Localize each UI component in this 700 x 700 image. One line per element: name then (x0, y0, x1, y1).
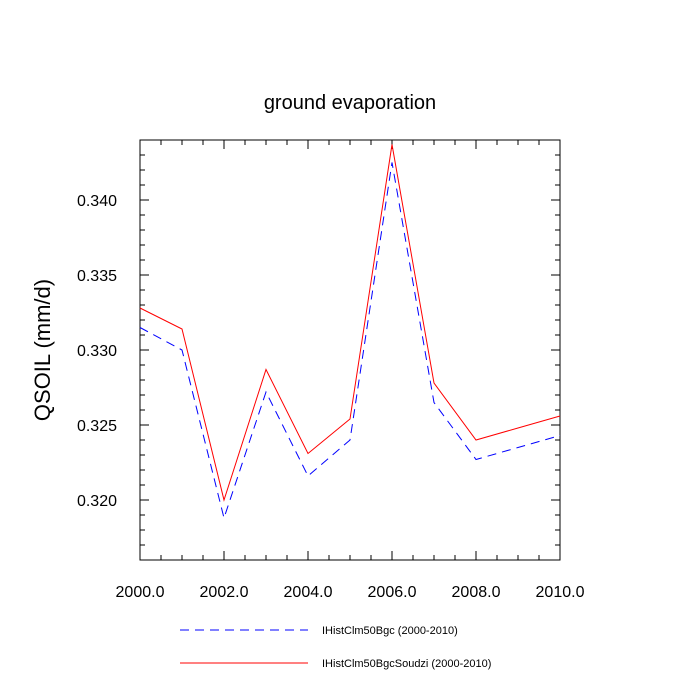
x-tick-label: 2000.0 (116, 584, 165, 601)
y-tick-label: 0.325 (77, 418, 117, 435)
y-tick-label: 0.335 (77, 268, 117, 285)
legend-label-1: IHistClm50Bgc (2000-2010) (322, 625, 458, 637)
x-tick-label: 2006.0 (368, 584, 417, 601)
axis-ticks (140, 140, 560, 560)
x-tick-label: 2004.0 (284, 584, 333, 601)
y-tick-label: 0.340 (77, 193, 117, 210)
x-tick-label: 2008.0 (452, 584, 501, 601)
y-tick-label: 0.330 (77, 343, 117, 360)
series-line-1 (140, 163, 560, 519)
x-tick-labels: 2000.0 2002.0 2004.0 2006.0 2008.0 2010.0 (116, 584, 585, 601)
series-lines (140, 145, 560, 519)
x-tick-label: 2010.0 (536, 584, 585, 601)
series-line-2 (140, 145, 560, 501)
legend: IHistClm50Bgc (2000-2010) IHistClm50BgcSo… (180, 625, 491, 670)
y-tick-labels: 0.320 0.325 0.330 0.335 0.340 (77, 193, 117, 510)
x-tick-label: 2002.0 (200, 584, 249, 601)
plot-frame (140, 140, 560, 560)
y-axis-label: QSOIL (mm/d) (30, 279, 55, 421)
chart-title: ground evaporation (264, 92, 436, 114)
y-tick-label: 0.320 (77, 493, 117, 510)
legend-label-2: IHistClm50BgcSoudzi (2000-2010) (322, 658, 491, 670)
